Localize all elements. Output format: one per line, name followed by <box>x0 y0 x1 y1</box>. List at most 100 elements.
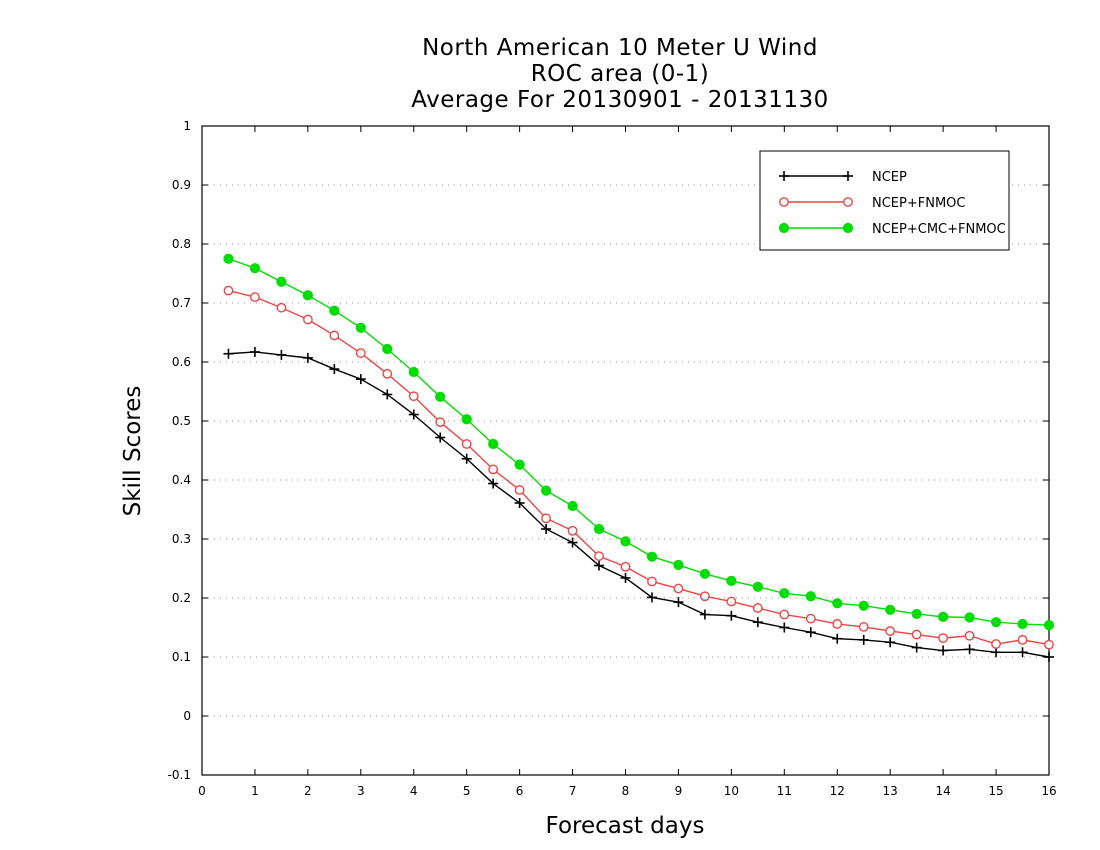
legend-label: NCEP+FNMOC <box>872 196 965 211</box>
data-point <box>355 322 366 333</box>
legend-marker <box>843 171 853 181</box>
data-point <box>885 604 896 615</box>
data-point <box>858 622 869 632</box>
data-point <box>435 432 446 443</box>
legend-marker <box>842 222 854 234</box>
data-point <box>541 523 552 534</box>
data-point <box>541 513 551 524</box>
data-point <box>276 349 287 360</box>
data-point <box>752 617 763 628</box>
y-tick-label: 0.2 <box>172 591 191 605</box>
x-tick-label: 10 <box>724 784 739 798</box>
series-3 <box>223 253 1055 631</box>
data-point <box>329 330 340 341</box>
x-tick-label: 13 <box>883 784 898 798</box>
data-point <box>911 642 922 653</box>
y-tick-label: 0.9 <box>172 178 191 192</box>
series <box>223 253 1055 662</box>
data-point <box>620 561 631 572</box>
data-point <box>938 633 949 644</box>
x-tick-label: 5 <box>463 784 471 798</box>
data-point <box>991 647 1002 658</box>
data-point <box>779 622 790 633</box>
data-point <box>858 600 869 611</box>
chart-title-line-2: ROC area (0-1) <box>530 61 710 87</box>
data-point <box>805 613 816 624</box>
data-point <box>329 364 340 375</box>
data-point <box>594 551 604 562</box>
x-tick-label: 11 <box>777 784 792 798</box>
y-tick-label: 0.5 <box>172 414 191 428</box>
data-point <box>461 439 472 449</box>
data-point <box>567 525 578 536</box>
data-point <box>249 346 260 357</box>
data-point <box>435 391 446 402</box>
data-point <box>726 575 737 586</box>
data-point <box>646 592 657 603</box>
data-point <box>223 285 234 296</box>
legend-marker <box>778 222 790 234</box>
data-point <box>1044 639 1054 650</box>
data-point <box>302 290 313 301</box>
legend-label: NCEP <box>872 170 907 185</box>
data-point <box>700 591 710 602</box>
series-2 <box>223 285 1054 650</box>
y-tick-label: 0.4 <box>172 473 191 487</box>
legend-marker <box>779 171 789 181</box>
x-tick-label: 15 <box>988 784 1003 798</box>
data-point <box>355 348 366 359</box>
data-point <box>858 634 869 645</box>
data-point <box>435 417 446 428</box>
data-point <box>752 581 763 592</box>
series-line <box>228 351 1050 658</box>
series-line <box>228 258 1050 626</box>
data-point <box>620 536 631 547</box>
data-point <box>885 626 896 636</box>
data-point <box>567 500 578 512</box>
data-point <box>1017 618 1028 630</box>
data-point <box>567 537 578 548</box>
data-point <box>382 389 393 400</box>
series-1 <box>223 346 1054 662</box>
data-point <box>302 314 313 325</box>
data-point <box>1017 647 1028 658</box>
x-tick-label: 16 <box>1041 784 1056 798</box>
data-point <box>991 639 1001 649</box>
data-point <box>990 617 1002 628</box>
data-point <box>673 583 684 594</box>
data-point <box>488 438 499 450</box>
legend-item: NCEP+FNMOC <box>779 196 965 211</box>
data-point <box>726 596 737 607</box>
data-point <box>276 276 287 287</box>
data-point <box>647 576 657 587</box>
x-tick-label: 14 <box>935 784 950 798</box>
legend-marker <box>779 197 789 207</box>
data-point <box>514 485 525 495</box>
grid <box>202 184 1049 717</box>
data-point <box>250 292 260 302</box>
legend-label: NCEP+CMC+FNMOC <box>872 222 1006 237</box>
legend: NCEP NCEP+FNMOC NCEP+CMC+FNMOC <box>759 150 1010 251</box>
data-point <box>805 591 816 602</box>
data-point <box>461 453 472 464</box>
x-tick-label: 9 <box>675 784 683 798</box>
data-point <box>1044 652 1054 662</box>
data-point <box>646 551 658 562</box>
axis-ticks: -0.100.10.20.30.40.50.60.70.80.910 1 2 3 4 5 6… <box>168 119 1057 798</box>
data-point <box>514 459 525 470</box>
data-point <box>514 498 525 509</box>
data-point <box>382 343 393 355</box>
data-point <box>223 253 234 264</box>
data-point <box>938 645 949 656</box>
data-point <box>964 644 975 655</box>
data-point <box>699 609 710 620</box>
data-point <box>832 598 843 609</box>
data-point <box>593 523 605 535</box>
data-point <box>620 572 631 583</box>
y-tick-label: 0 <box>183 709 191 723</box>
x-tick-label: 7 <box>569 784 577 798</box>
x-tick-label: 2 <box>304 784 312 798</box>
data-point <box>885 637 896 648</box>
data-point <box>964 630 975 641</box>
data-point <box>805 627 816 638</box>
